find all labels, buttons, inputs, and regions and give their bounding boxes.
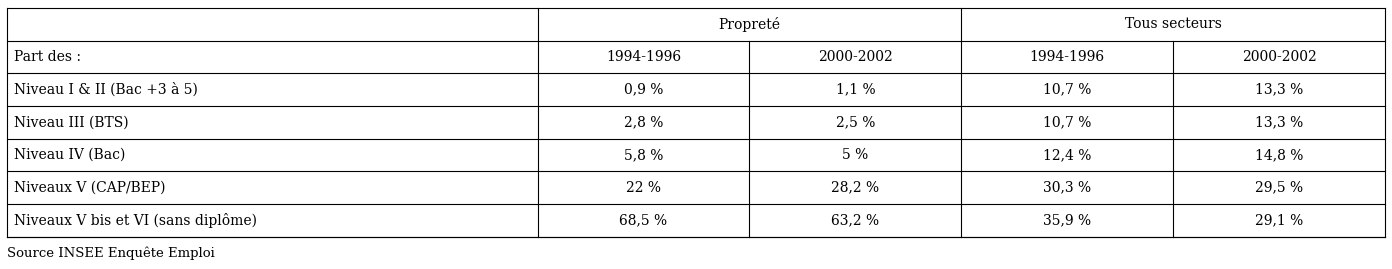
Text: Niveaux V (CAP/BEP): Niveaux V (CAP/BEP) (14, 181, 166, 195)
Text: 2000-2002: 2000-2002 (818, 50, 892, 64)
Text: 14,8 %: 14,8 % (1256, 148, 1303, 162)
Text: Source INSEE Enquête Emploi: Source INSEE Enquête Emploi (7, 246, 214, 260)
Text: 1994-1996: 1994-1996 (606, 50, 681, 64)
Text: 12,4 %: 12,4 % (1043, 148, 1091, 162)
Text: 30,3 %: 30,3 % (1043, 181, 1091, 195)
Text: 2,5 %: 2,5 % (835, 115, 876, 129)
Text: Niveau III (BTS): Niveau III (BTS) (14, 115, 128, 129)
Text: Part des :: Part des : (14, 50, 81, 64)
Text: 29,1 %: 29,1 % (1256, 213, 1303, 227)
Text: 68,5 %: 68,5 % (619, 213, 668, 227)
Text: Niveaux V bis et VI (sans diplôme): Niveaux V bis et VI (sans diplôme) (14, 213, 258, 228)
Text: 2000-2002: 2000-2002 (1242, 50, 1317, 64)
Text: 0,9 %: 0,9 % (624, 83, 663, 97)
Text: 5 %: 5 % (842, 148, 869, 162)
Text: 29,5 %: 29,5 % (1256, 181, 1303, 195)
Text: 28,2 %: 28,2 % (831, 181, 880, 195)
Text: 13,3 %: 13,3 % (1256, 83, 1303, 97)
Text: 10,7 %: 10,7 % (1043, 83, 1091, 97)
Text: 5,8 %: 5,8 % (624, 148, 663, 162)
Text: Niveau IV (Bac): Niveau IV (Bac) (14, 148, 125, 162)
Text: 35,9 %: 35,9 % (1043, 213, 1091, 227)
Text: 2,8 %: 2,8 % (624, 115, 663, 129)
Text: 1,1 %: 1,1 % (835, 83, 876, 97)
Text: Tous secteurs: Tous secteurs (1125, 17, 1222, 31)
Text: 10,7 %: 10,7 % (1043, 115, 1091, 129)
Text: 63,2 %: 63,2 % (831, 213, 880, 227)
Text: Propreté: Propreté (718, 17, 781, 32)
Text: 22 %: 22 % (626, 181, 661, 195)
Text: 13,3 %: 13,3 % (1256, 115, 1303, 129)
Text: Niveau I & II (Bac +3 à 5): Niveau I & II (Bac +3 à 5) (14, 83, 198, 97)
Text: 1994-1996: 1994-1996 (1030, 50, 1105, 64)
